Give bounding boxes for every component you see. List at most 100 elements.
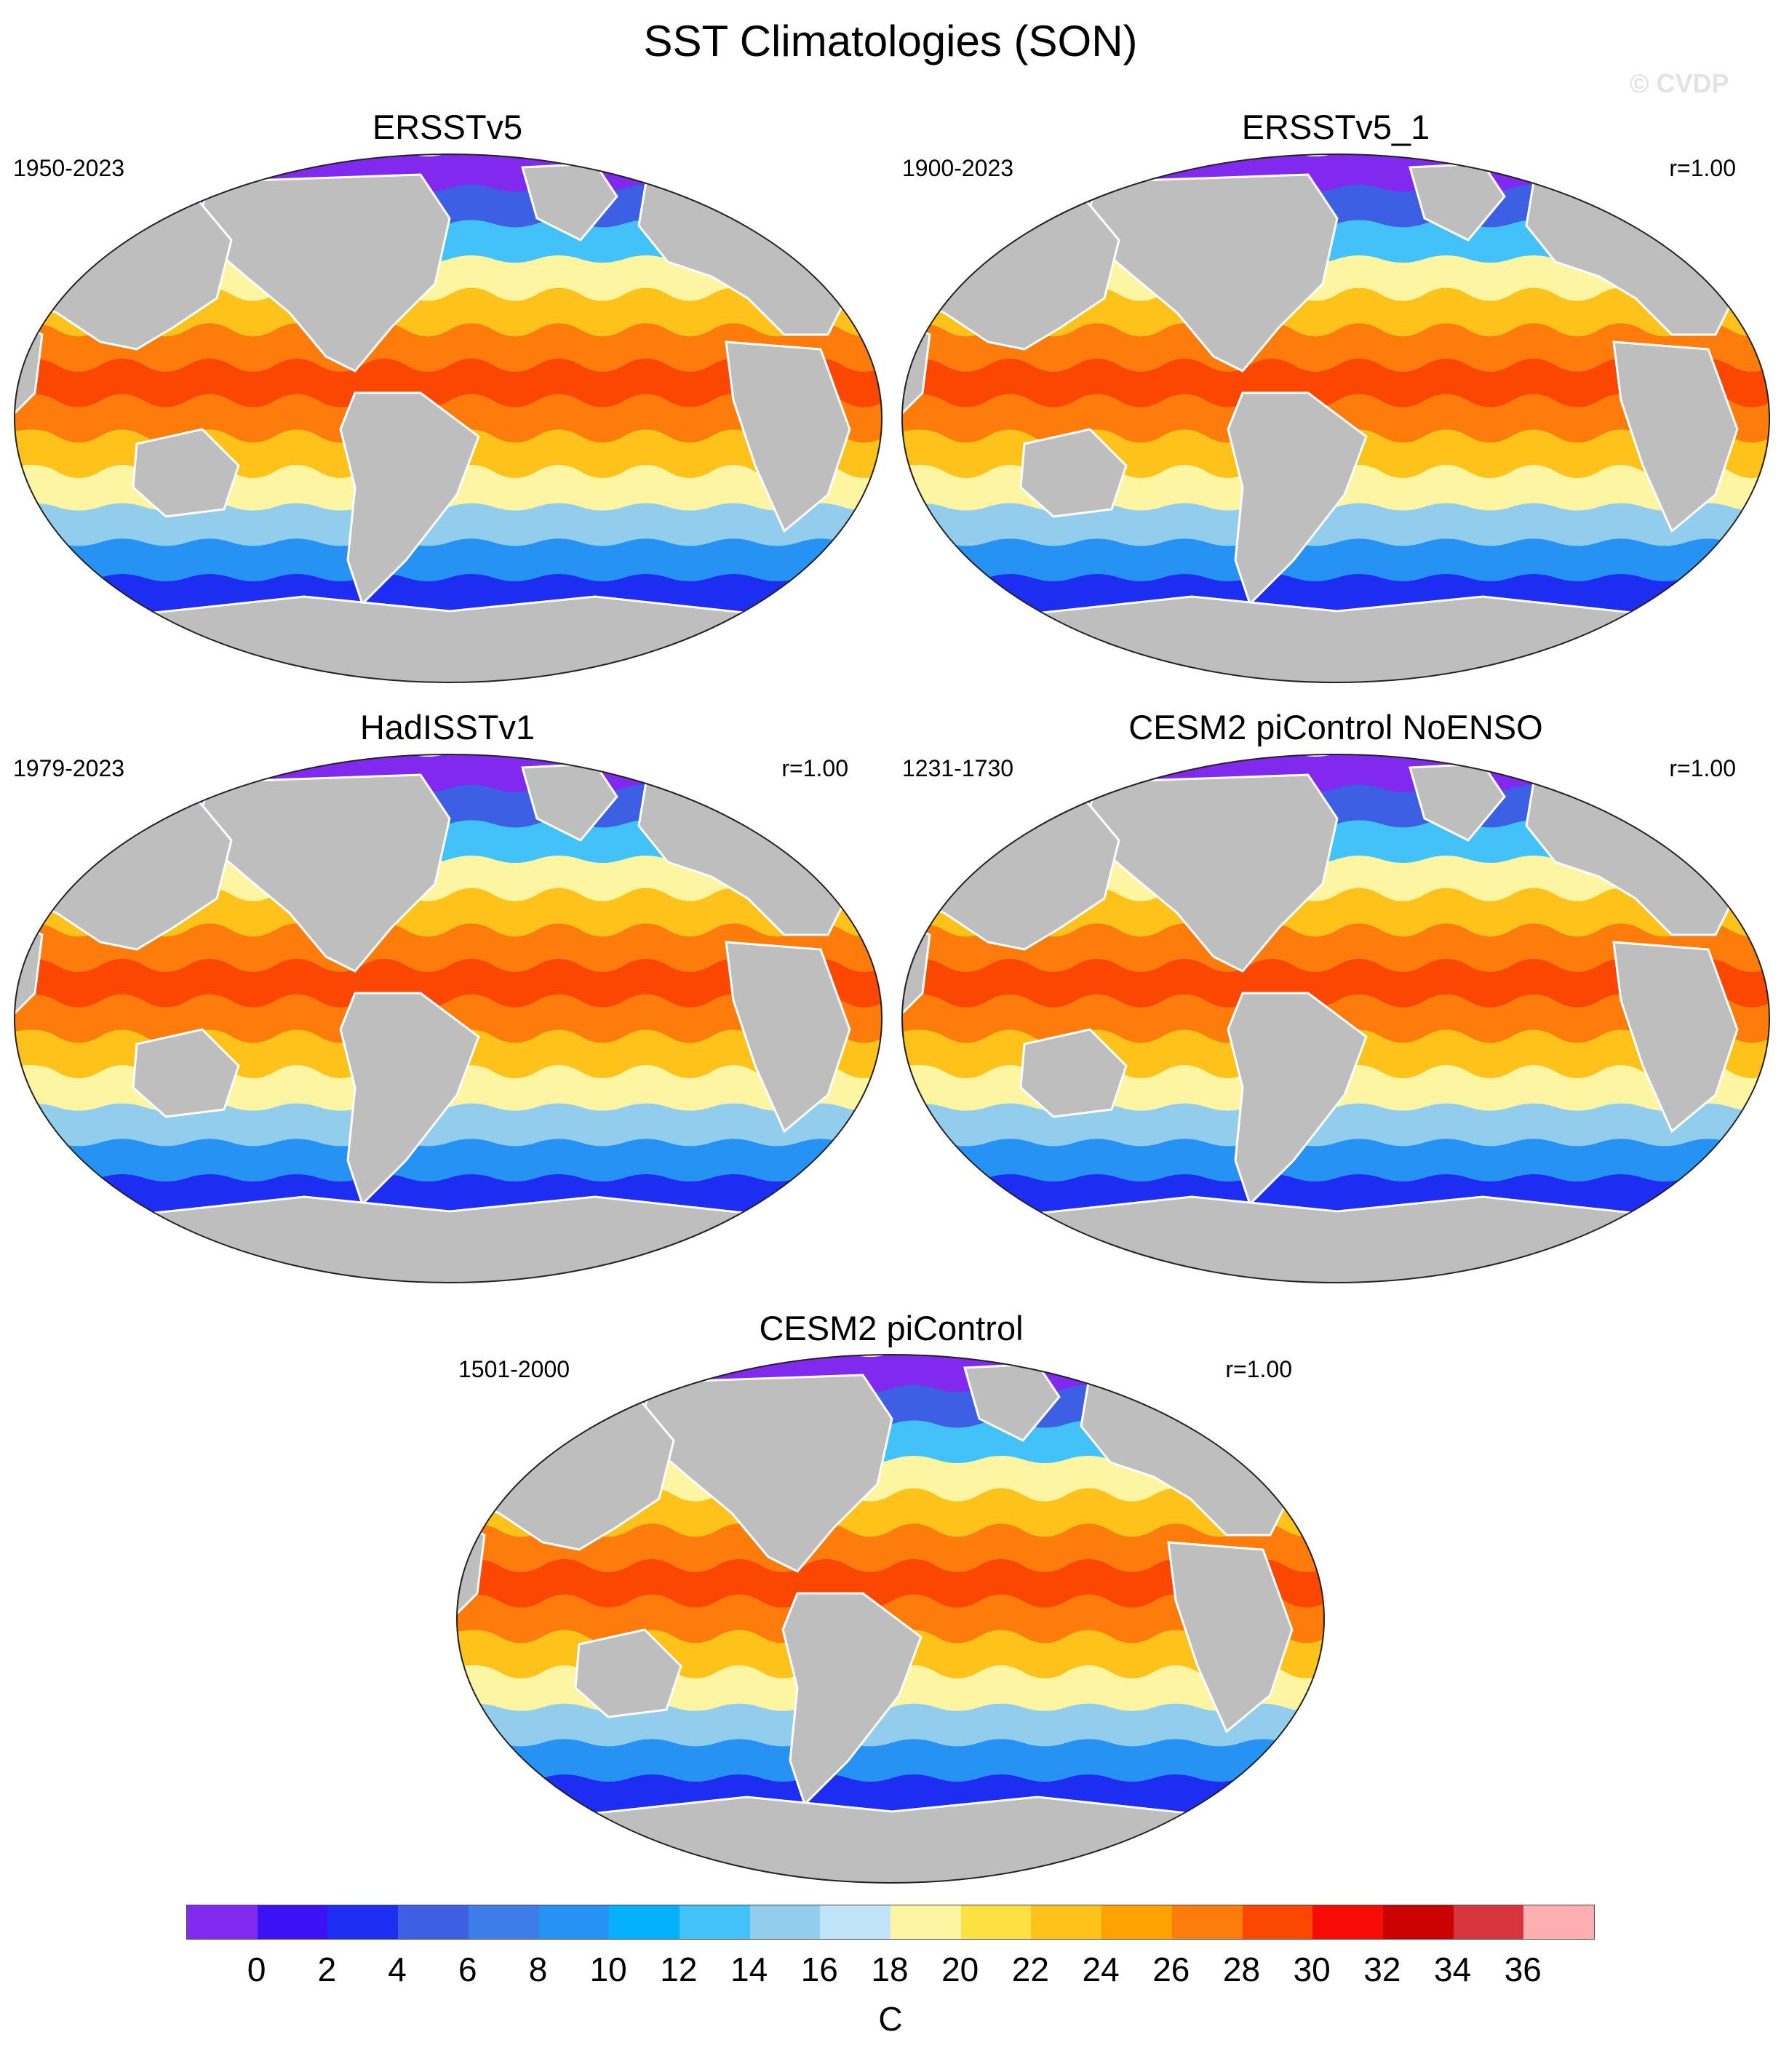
land-mass (339, 391, 480, 606)
colorbar-swatch (398, 1905, 469, 1939)
land-mass (1167, 1541, 1294, 1734)
figure-title: SST Climatologies (SON) (643, 17, 1138, 65)
map-border (456, 1354, 1325, 1884)
colorbar-tick-label: 22 (1011, 1951, 1049, 1988)
colorbar-tick-label: 34 (1434, 1951, 1472, 1988)
panel-period: 1900-2023 (902, 155, 1014, 181)
land-mass (1612, 340, 1739, 533)
colorbar-swatch (1242, 1905, 1313, 1939)
sst-contour-band (902, 154, 1769, 196)
sst-contour-band (15, 359, 882, 409)
colorbar-tick-label: 6 (458, 1951, 477, 1988)
colorbar-tick-label: 14 (730, 1951, 768, 1988)
colorbar-swatch (187, 1905, 258, 1939)
colorbar-tick-label: 2 (317, 1951, 337, 1988)
sst-contour-band (457, 1703, 1324, 1751)
colorbar-swatch (1312, 1905, 1383, 1939)
colorbar-swatch (609, 1905, 680, 1939)
ocean-sst-field (15, 154, 882, 682)
colorbar (186, 1905, 1595, 1940)
colorbar-swatch (1031, 1905, 1102, 1939)
colorbar-swatch (1101, 1905, 1172, 1939)
panel-period: 1231-1730 (902, 755, 1014, 781)
land-mass (132, 428, 240, 518)
land-mass (725, 941, 851, 1133)
sst-contour-band (15, 994, 882, 1045)
colorbar-tick-label: 30 (1293, 1951, 1331, 1988)
colorbar-swatch (1382, 1905, 1454, 1939)
colorbar-swatch (257, 1905, 328, 1939)
land-mass (781, 1592, 923, 1806)
sst-contour-band (457, 1523, 1324, 1574)
map-border (901, 154, 1770, 683)
colorbar-tick-label: 10 (589, 1951, 627, 1988)
sst-contour-band (902, 323, 1769, 373)
sst-contour-band (15, 888, 882, 939)
ocean-sst-field (902, 154, 1769, 682)
sst-contour-band (902, 394, 1769, 445)
sst-contour-band (902, 923, 1769, 973)
sst-contour-band (902, 888, 1769, 939)
panel-correlation: r=1.00 (1225, 1356, 1292, 1382)
panel-title: ERSSTv5_1 (1241, 108, 1430, 146)
colorbar-swatch (538, 1905, 610, 1939)
sst-contour-band (902, 538, 1769, 586)
colorbar-tick-label: 28 (1222, 1951, 1261, 1988)
panel-period: 1501-2000 (458, 1356, 570, 1382)
land-mass (1227, 391, 1368, 606)
panel-period: 1979-2023 (13, 755, 125, 781)
cvdp-watermark: © CVDP (1630, 68, 1729, 98)
sst-contour-band (457, 1739, 1324, 1786)
panel-correlation: r=1.00 (781, 755, 848, 781)
panel-correlation: r=1.00 (1669, 155, 1736, 181)
land-mass (194, 773, 451, 973)
sst-contour-band (15, 323, 882, 373)
colorbar-swatch (820, 1905, 891, 1939)
sst-contour-band (902, 1139, 1769, 1186)
sst-contour-band (15, 394, 882, 445)
sst-contour-band (15, 959, 882, 1009)
colorbar-tick-label: 26 (1152, 1951, 1190, 1988)
colorbar-tick-label: 18 (871, 1951, 909, 1988)
colorbar-ticks: 0 2 4 6 8 10 12 14 16 18 20 22 24 26 28 30 32 34 36 (186, 1950, 1593, 1993)
ocean-sst-field (902, 754, 1769, 1283)
sst-contour-band (902, 1103, 1769, 1151)
sst-contour-band (15, 287, 882, 338)
colorbar-swatch (679, 1905, 750, 1939)
sst-contour-band (457, 1594, 1324, 1645)
sst-map (901, 154, 1770, 683)
colorbar-tick-label: 8 (528, 1951, 548, 1988)
colorbar-swatch (890, 1905, 961, 1939)
land-mass (339, 992, 480, 1206)
map-border (14, 754, 882, 1283)
sst-map (14, 754, 882, 1283)
colorbar-tick-label: 24 (1082, 1951, 1120, 1988)
sst-map (14, 154, 882, 683)
colorbar-tick-label: 32 (1363, 1951, 1401, 1988)
sst-contour-band (15, 503, 882, 551)
colorbar-tick-label: 20 (941, 1951, 979, 1988)
colorbar-unit-label: C (878, 2000, 903, 2038)
sst-contour-band (902, 287, 1769, 338)
land-mass (132, 1028, 240, 1118)
colorbar-swatch (1523, 1905, 1595, 1939)
land-mass (636, 1374, 893, 1573)
sst-contour-band (457, 1488, 1324, 1539)
panel-title: CESM2 piControl NoENSO (1128, 708, 1543, 746)
panel-correlation: r=1.00 (1669, 755, 1736, 781)
sst-contour-band (15, 538, 882, 586)
sst-map (456, 1354, 1325, 1884)
panel-title: HadISSTv1 (359, 708, 535, 746)
land-mass (1227, 992, 1368, 1206)
colorbar-tick-label: 0 (247, 1951, 266, 1988)
sst-contour-band (15, 923, 882, 973)
colorbar-swatch (1453, 1905, 1524, 1939)
sst-contour-band (902, 994, 1769, 1045)
colorbar-swatch (1171, 1905, 1243, 1939)
sst-contour-band (902, 359, 1769, 409)
sst-contour-band (902, 503, 1769, 551)
panel-title: CESM2 piControl (759, 1309, 1024, 1347)
sst-contour-band (902, 959, 1769, 1009)
land-mass (574, 1628, 682, 1718)
panel-period: 1950-2023 (13, 155, 125, 181)
